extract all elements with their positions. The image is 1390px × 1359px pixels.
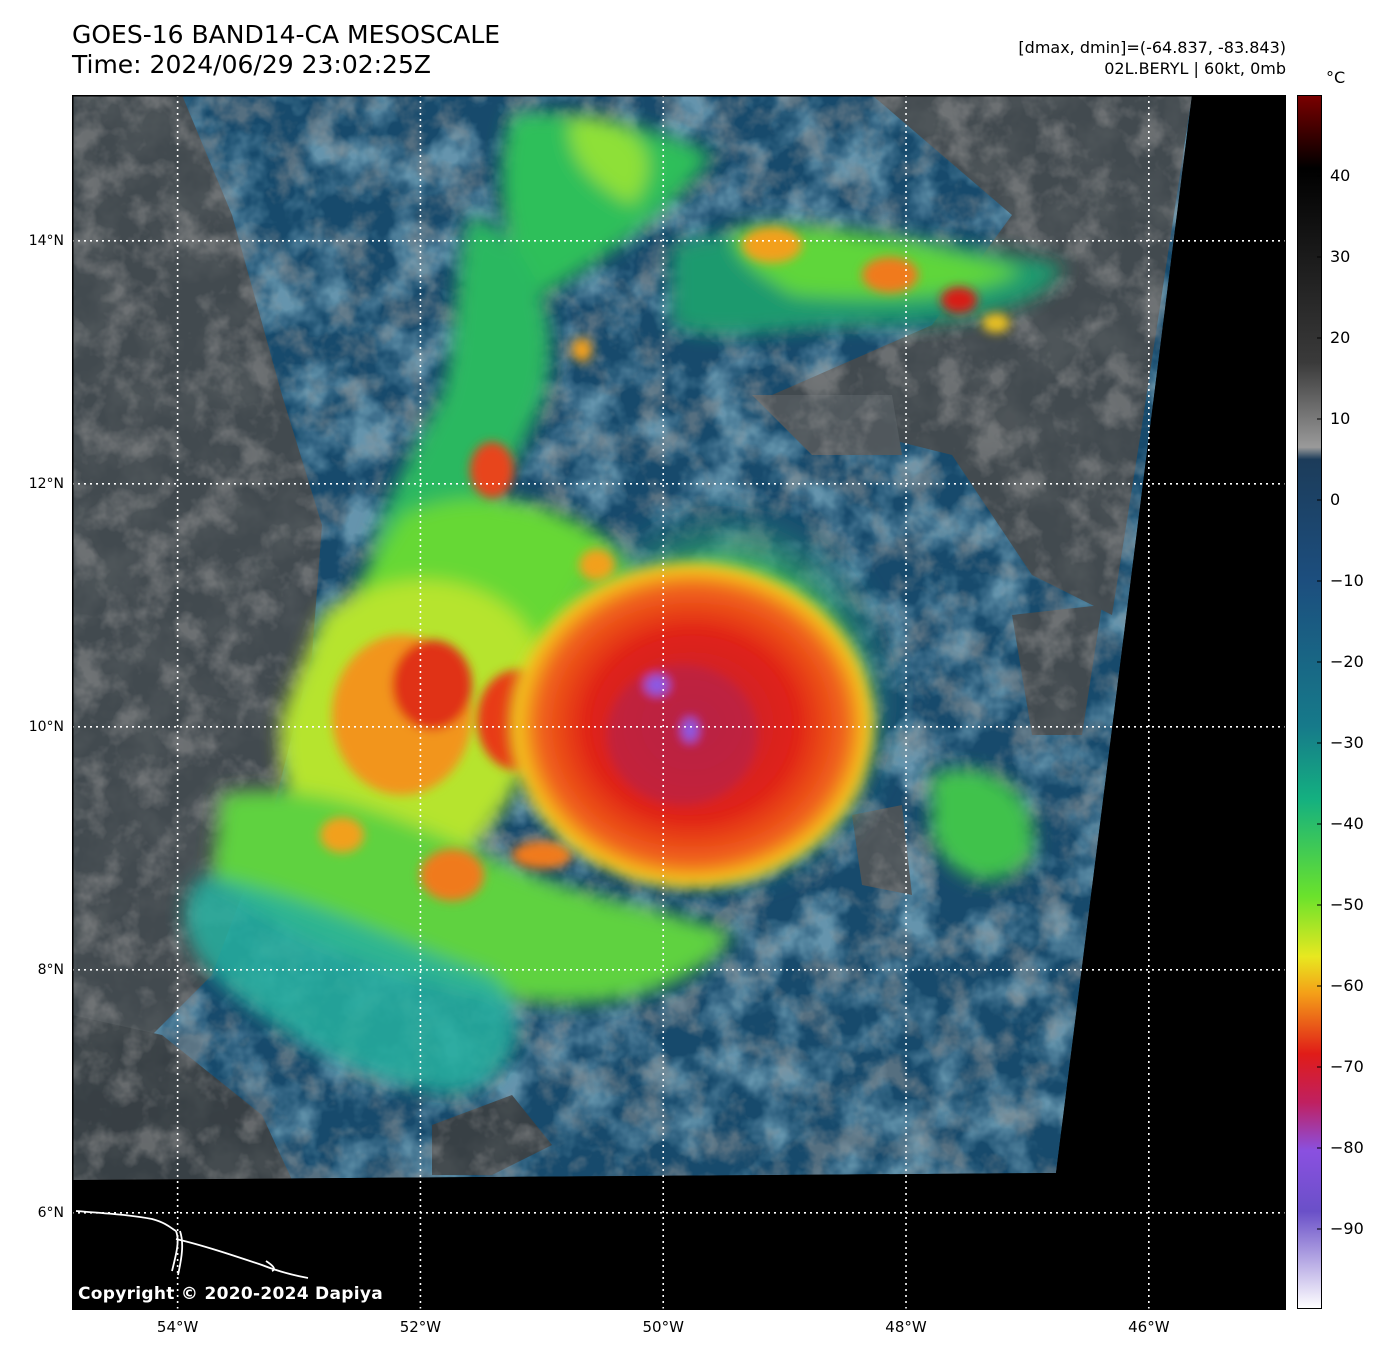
- chart-time: Time: 2024/06/29 23:02:25Z: [72, 50, 431, 79]
- colorbar-tick-label: −70: [1330, 1057, 1364, 1076]
- colorbar-unit: °C: [1326, 68, 1346, 87]
- chart-title: GOES-16 BAND14-CA MESOSCALE: [72, 20, 501, 49]
- copyright-text: Copyright © 2020-2024 Dapiya: [78, 1284, 383, 1304]
- colorbar-tick-label: −10: [1330, 571, 1364, 590]
- colorbar: [1297, 95, 1322, 1309]
- longitude-label: 52°W: [399, 1318, 442, 1336]
- data-range-info: [dmax, dmin]=(-64.837, -83.843): [1018, 38, 1286, 57]
- satellite-map: [72, 95, 1286, 1310]
- colorbar-tick-label: 40: [1330, 166, 1351, 185]
- colorbar-tick-label: −60: [1330, 976, 1364, 995]
- longitude-label: 46°W: [1128, 1318, 1170, 1336]
- latitude-label: 6°N: [37, 1204, 64, 1221]
- latitude-label: 14°N: [28, 232, 64, 249]
- storm-info: 02L.BERYL | 60kt, 0mb: [1104, 59, 1286, 78]
- colorbar-tick-label: 0: [1330, 490, 1341, 509]
- longitude-label: 50°W: [642, 1318, 684, 1336]
- colorbar-tick-label: 30: [1330, 247, 1351, 266]
- colorbar-tick-label: −90: [1330, 1219, 1364, 1238]
- colorbar-tick-label: −20: [1330, 652, 1364, 671]
- latitude-label: 10°N: [28, 718, 64, 735]
- coastline: [75, 1210, 309, 1279]
- gridlines: [72, 95, 1286, 1310]
- colorbar-tick-label: −30: [1330, 733, 1364, 752]
- colorbar-tick-label: 10: [1330, 409, 1351, 428]
- satellite-imagery: [72, 95, 1286, 1310]
- longitude-label: 54°W: [156, 1318, 199, 1336]
- colorbar-tick-label: −40: [1330, 814, 1364, 833]
- colorbar-tick-label: 20: [1330, 328, 1351, 347]
- colorbar-tick-label: −80: [1330, 1138, 1364, 1157]
- latitude-label: 12°N: [28, 475, 64, 492]
- latitude-label: 8°N: [37, 961, 64, 978]
- longitude-label: 48°W: [885, 1318, 927, 1336]
- colorbar-tick-label: −50: [1330, 895, 1364, 914]
